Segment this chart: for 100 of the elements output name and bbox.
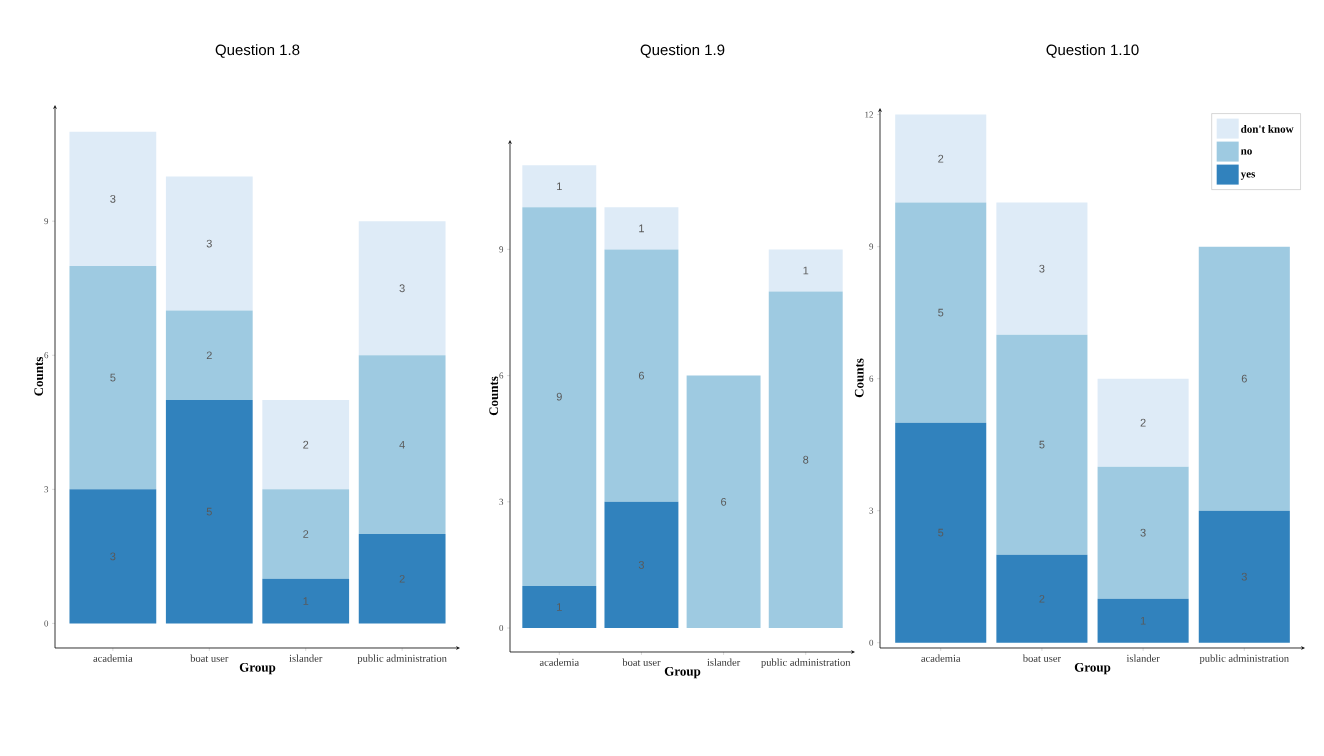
bar [165, 399, 253, 624]
legend-label: don't know [1241, 125, 1294, 133]
bar [522, 207, 597, 586]
data-label: 6 [1241, 374, 1247, 383]
data-label: 3 [638, 561, 645, 569]
y-tick-label: 12 [865, 111, 873, 118]
bar [1097, 378, 1189, 467]
y-tick-label: 0 [499, 624, 504, 632]
chart-title: Question 1.10 [1046, 44, 1139, 58]
y-tick-label: 6 [499, 372, 504, 379]
bar [1198, 246, 1290, 511]
x-tick-label: boat user [622, 658, 661, 666]
data-label: 5 [938, 528, 944, 537]
bar [69, 131, 157, 266]
data-label: 2 [1140, 418, 1146, 427]
x-tick-label: academia [921, 654, 961, 662]
y-tick-label: 9 [869, 243, 874, 250]
data-label: 1 [557, 182, 562, 191]
data-label: 3 [1140, 528, 1146, 537]
data-label: 2 [303, 530, 309, 538]
bar [1198, 510, 1290, 643]
bar [768, 291, 843, 629]
bar [69, 265, 157, 490]
data-label: 2 [206, 351, 212, 360]
data-label: 3 [206, 239, 212, 248]
x-tick-label: islander [707, 658, 741, 666]
bar [604, 501, 679, 629]
data-label: 2 [938, 154, 944, 163]
bar [358, 534, 446, 624]
data-label: 9 [556, 392, 562, 401]
bar [358, 355, 446, 535]
bar [262, 399, 350, 490]
bar [262, 489, 350, 579]
data-label: 3 [110, 194, 116, 203]
data-label: 8 [803, 455, 809, 464]
x-tick-label: academia [93, 654, 133, 662]
x-tick-label: boat user [1022, 654, 1061, 662]
y-axis-title: Counts [489, 376, 499, 416]
bar [1097, 598, 1189, 643]
data-label: 5 [110, 373, 116, 382]
x-tick-label: public administration [761, 658, 851, 669]
data-label: 3 [1241, 572, 1247, 581]
y-tick-label: 0 [44, 620, 49, 627]
legend-label: no [1240, 149, 1252, 155]
y-tick-label: 0 [869, 639, 874, 646]
data-label: 2 [1039, 594, 1045, 603]
bar [996, 202, 1088, 335]
y-tick-label: 3 [869, 507, 874, 514]
bar [262, 578, 350, 624]
data-label: 1 [303, 597, 309, 605]
bar [604, 249, 679, 502]
chart-title: Question 1.8 [215, 44, 300, 58]
y-axis-title: Counts [34, 356, 44, 396]
bar [996, 334, 1088, 555]
bar [358, 221, 446, 356]
data-label: 6 [638, 371, 645, 380]
x-tick-label: public administration [1199, 654, 1289, 665]
legend-label: yes [1240, 172, 1256, 180]
data-label: 1 [803, 266, 809, 275]
data-label: 2 [303, 440, 309, 449]
y-tick-label: 6 [44, 352, 49, 359]
data-label: 1 [557, 603, 562, 611]
data-label: 5 [206, 507, 212, 516]
x-tick-label: public administration [357, 654, 447, 665]
data-label: 2 [399, 574, 405, 583]
chart-title: Question 1.9 [640, 44, 725, 58]
bar [165, 176, 253, 311]
y-tick-label: 9 [499, 246, 504, 253]
bar [895, 202, 987, 423]
bar [604, 207, 679, 250]
data-label: 6 [721, 497, 727, 506]
x-tick-label: boat user [190, 654, 229, 662]
bar [522, 585, 597, 629]
x-axis-title: Group [664, 666, 701, 679]
bar [69, 489, 157, 624]
bar [686, 375, 761, 629]
bar [522, 165, 597, 208]
bar [1097, 466, 1189, 599]
y-axis-title: Counts [854, 358, 864, 398]
bar [165, 310, 253, 400]
data-label: 5 [1039, 440, 1045, 449]
x-axis-title: Group [1074, 662, 1111, 675]
bar [895, 114, 987, 203]
bar [768, 249, 843, 292]
bar [996, 554, 1088, 643]
data-label: 3 [110, 552, 116, 561]
x-axis-title: Group [239, 662, 276, 675]
y-tick-label: 3 [44, 486, 49, 493]
bar [895, 422, 987, 643]
data-label: 3 [1039, 264, 1045, 273]
data-label: 3 [399, 284, 405, 293]
data-label: 4 [399, 440, 405, 449]
y-tick-label: 9 [44, 218, 49, 225]
x-tick-label: islander [289, 654, 323, 662]
data-label: 1 [1140, 616, 1146, 625]
data-label: 5 [938, 308, 944, 317]
y-tick-label: 6 [869, 375, 874, 382]
y-tick-label: 3 [499, 498, 504, 505]
x-tick-label: islander [1126, 654, 1160, 662]
x-tick-label: academia [539, 658, 579, 666]
